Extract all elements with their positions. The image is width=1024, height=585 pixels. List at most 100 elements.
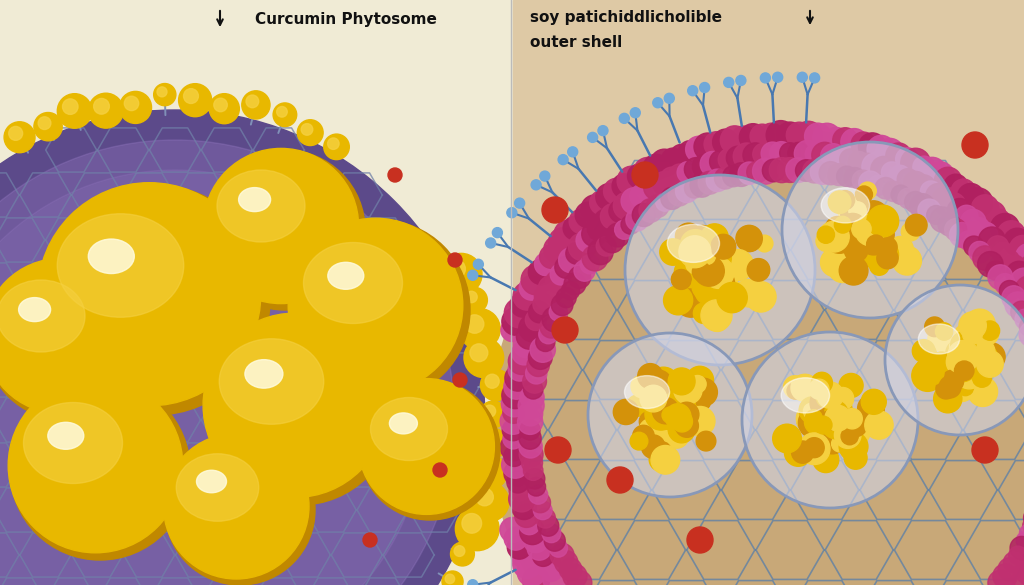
Circle shape [504,461,528,486]
Circle shape [612,174,636,198]
Circle shape [678,140,701,164]
Circle shape [867,205,899,237]
Circle shape [817,407,842,431]
Circle shape [731,126,757,151]
Circle shape [665,94,674,104]
Ellipse shape [217,170,305,242]
Circle shape [877,247,898,269]
Circle shape [926,162,954,190]
Circle shape [620,113,630,123]
Circle shape [741,233,759,251]
Circle shape [1010,536,1024,560]
Circle shape [446,260,465,278]
Circle shape [1001,285,1024,309]
Circle shape [564,273,586,295]
Circle shape [1009,546,1024,565]
Circle shape [574,260,595,281]
Circle shape [504,527,527,550]
Circle shape [653,405,684,436]
Circle shape [1011,301,1024,323]
Circle shape [687,527,713,553]
Circle shape [696,431,716,451]
Circle shape [513,549,542,579]
Circle shape [626,208,648,231]
Circle shape [555,550,578,574]
Circle shape [481,432,495,446]
Circle shape [242,91,270,119]
Ellipse shape [821,188,869,223]
Circle shape [766,121,796,150]
Circle shape [501,434,527,461]
Circle shape [811,372,833,393]
Circle shape [970,218,990,238]
Circle shape [828,410,846,427]
Circle shape [693,250,710,267]
Circle shape [656,401,684,429]
Circle shape [853,215,885,246]
Circle shape [702,271,719,288]
Circle shape [542,560,562,581]
Circle shape [639,411,659,432]
Circle shape [951,351,969,369]
Circle shape [840,410,861,432]
Circle shape [549,539,567,557]
Circle shape [867,227,886,245]
Circle shape [525,363,547,384]
Circle shape [632,162,658,188]
Circle shape [858,224,887,253]
Circle shape [518,393,544,418]
Circle shape [909,194,935,219]
Circle shape [827,252,858,283]
Circle shape [675,285,707,317]
Ellipse shape [919,324,959,354]
Circle shape [507,535,531,559]
Circle shape [979,227,1006,254]
Circle shape [676,223,701,249]
Circle shape [938,214,961,236]
Circle shape [609,200,632,222]
Circle shape [686,366,714,394]
Circle shape [999,281,1020,301]
Circle shape [668,184,690,206]
Circle shape [952,345,977,370]
Circle shape [836,231,858,253]
Circle shape [816,230,837,252]
Circle shape [476,428,507,459]
Circle shape [527,477,546,496]
Circle shape [535,550,560,577]
Circle shape [38,183,261,406]
Circle shape [540,315,562,338]
Circle shape [867,135,895,164]
Circle shape [954,361,974,380]
Circle shape [773,424,802,453]
Circle shape [987,236,1009,258]
Circle shape [527,354,549,377]
Circle shape [962,132,988,158]
Circle shape [600,204,627,229]
Circle shape [660,187,683,209]
Circle shape [523,461,543,480]
Circle shape [531,180,541,190]
Circle shape [530,493,551,512]
Circle shape [449,253,462,267]
Circle shape [1005,292,1024,318]
Circle shape [769,157,795,183]
Circle shape [1010,235,1024,263]
Circle shape [823,410,841,426]
Ellipse shape [197,470,226,493]
Ellipse shape [176,454,259,521]
Circle shape [561,281,580,300]
Circle shape [925,317,944,337]
Circle shape [779,143,801,163]
Circle shape [1004,228,1024,256]
Circle shape [964,309,995,340]
Circle shape [512,495,537,519]
Circle shape [745,281,776,312]
Circle shape [803,390,830,418]
Circle shape [523,528,549,553]
Circle shape [588,333,752,497]
Circle shape [805,123,830,150]
Circle shape [645,398,677,430]
Circle shape [512,340,537,365]
Circle shape [646,195,669,218]
